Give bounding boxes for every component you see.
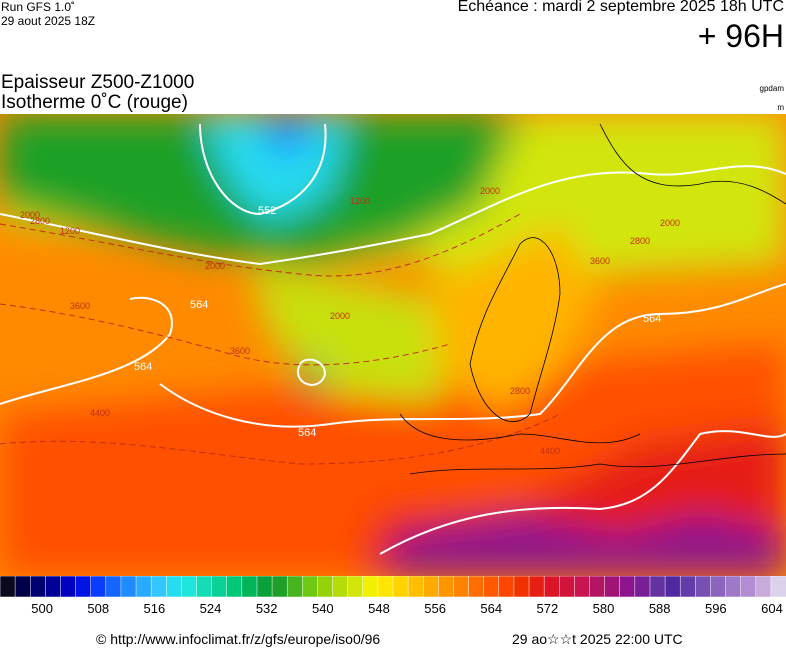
colorbar-swatch	[166, 576, 183, 598]
colorbar-swatch	[589, 576, 606, 598]
contour-label: 564	[643, 313, 661, 325]
contour-label: 564	[298, 427, 316, 439]
colorbar-swatch	[453, 576, 470, 598]
colorbar-swatch	[649, 576, 666, 598]
colorbar-tick-label: 540	[312, 601, 334, 616]
colorbar-swatch	[468, 576, 485, 598]
valid-time: Echéance : mardi 2 septembre 2025 18h UT…	[457, 0, 784, 15]
colorbar-swatch	[740, 576, 757, 598]
isotherm-label: 1200	[60, 226, 80, 236]
colorbar-tick-label: 572	[537, 601, 559, 616]
colorbar-tick-label: 516	[144, 601, 166, 616]
colorbar-tick-label: 580	[593, 601, 615, 616]
isotherm-label: 3600	[230, 346, 250, 356]
colorbar-swatch	[604, 576, 621, 598]
colorbar-swatch	[14, 576, 31, 598]
colorbar-swatch	[347, 576, 364, 598]
colorbar-swatch	[422, 576, 440, 598]
colorbar-swatch	[392, 576, 409, 598]
colorbar-swatch	[120, 576, 137, 598]
colorbar-swatch	[710, 576, 727, 598]
colorbar-tick-label: 500	[31, 601, 53, 616]
colorbar-swatch	[271, 576, 288, 598]
colorbar-tick-label: 508	[87, 601, 109, 616]
colorbar-tick-label: 524	[200, 601, 222, 616]
colorbar-swatch	[60, 576, 77, 598]
colorbar-swatch	[196, 576, 213, 598]
colorbar-swatch	[150, 576, 168, 598]
colorbar-swatch	[181, 576, 198, 598]
model: Run GFS 1.0˚	[1, 0, 76, 14]
isotherm-label: 1200	[350, 196, 370, 206]
colorbar-swatch	[634, 576, 651, 598]
isotherm-label: 3600	[590, 256, 610, 266]
colorbar-swatch	[241, 576, 258, 598]
isotherm-label: 4400	[540, 446, 560, 456]
colorbar-swatch	[211, 576, 228, 598]
map: 564 564 564 564 552 28002000120036003600…	[0, 114, 786, 576]
colorbar-tick-label: 588	[649, 601, 671, 616]
colorbar-swatch	[407, 576, 424, 598]
colorbar-swatch	[75, 576, 92, 598]
colorbar: 500 508 516 524 532 540 548 556 564 572 580 588 596 6…	[0, 576, 786, 616]
colorbar-swatch	[226, 576, 243, 598]
colorbar-swatch	[317, 576, 334, 598]
colorbar-swatch	[619, 576, 636, 598]
contour-label: 564	[190, 299, 208, 311]
title: Epaisseur Z500-Z1000	[1, 72, 195, 93]
colorbar-swatch	[256, 576, 273, 598]
colorbar-swatch	[362, 576, 379, 598]
colorbar-swatch	[90, 576, 107, 598]
colorbar-swatch	[770, 576, 786, 598]
isotherm-label: 2800	[510, 386, 530, 396]
colorbar-tick-label: 564	[480, 601, 502, 616]
colorbar-swatch	[377, 576, 394, 598]
colorbar-tick-label: 596	[705, 601, 727, 616]
isotherm-label: 2000	[205, 261, 225, 271]
unit: m	[777, 103, 784, 112]
isotherm-label: 2000	[660, 218, 680, 228]
colorbar-swatch	[286, 576, 304, 598]
colorbar-swatch	[0, 576, 16, 598]
colorbar-swatch	[105, 576, 122, 598]
contour-label: 564	[134, 361, 152, 373]
colorbar-swatch	[695, 576, 712, 598]
footer-time: 29 ao☆☆t 2025 22:00 UTC	[512, 631, 683, 647]
colorbar-swatch	[483, 576, 500, 598]
colorbar-tick-label: 532	[256, 601, 278, 616]
subtitle: Isotherme 0˚C (rouge)	[1, 92, 188, 113]
isotherm-label: 2000	[480, 186, 500, 196]
colorbar-tick-label: 556	[424, 601, 446, 616]
isotherm-label: 4400	[90, 408, 110, 418]
unit: gpdam	[759, 84, 784, 93]
lead-time: + 96H	[697, 18, 784, 54]
colorbar-swatch	[302, 576, 319, 598]
isotherm-label: 2800	[30, 216, 50, 226]
colorbar-swatch	[513, 576, 530, 598]
run: 29 aout 2025 18Z	[1, 14, 96, 28]
colorbar-swatch	[135, 576, 152, 598]
colorbar-tick-label: 604	[761, 601, 783, 616]
colorbar-swatch	[574, 576, 591, 598]
colorbar-swatch	[438, 576, 455, 598]
contour-label: 552	[258, 205, 276, 217]
isotherm-label: 3600	[70, 301, 90, 311]
source: © http://www.infoclimat.fr/z/gfs/europe/…	[96, 631, 381, 647]
colorbar-swatch	[725, 576, 742, 598]
colorbar-swatch	[498, 576, 515, 598]
isotherm-label: 2000	[20, 210, 40, 220]
colorbar-swatch	[679, 576, 697, 598]
colorbar-swatch	[543, 576, 561, 598]
colorbar-swatch	[29, 576, 47, 598]
colorbar-swatch	[45, 576, 62, 598]
colorbar-swatch	[332, 576, 349, 598]
isotherm-label: 2800	[630, 236, 650, 246]
colorbar-swatch	[528, 576, 545, 598]
colorbar-tick-label: 548	[368, 601, 390, 616]
colorbar-swatch	[755, 576, 772, 598]
colorbar-swatch	[559, 576, 576, 598]
colorbar-swatch	[664, 576, 681, 598]
isotherm-label: 2000	[330, 311, 350, 321]
